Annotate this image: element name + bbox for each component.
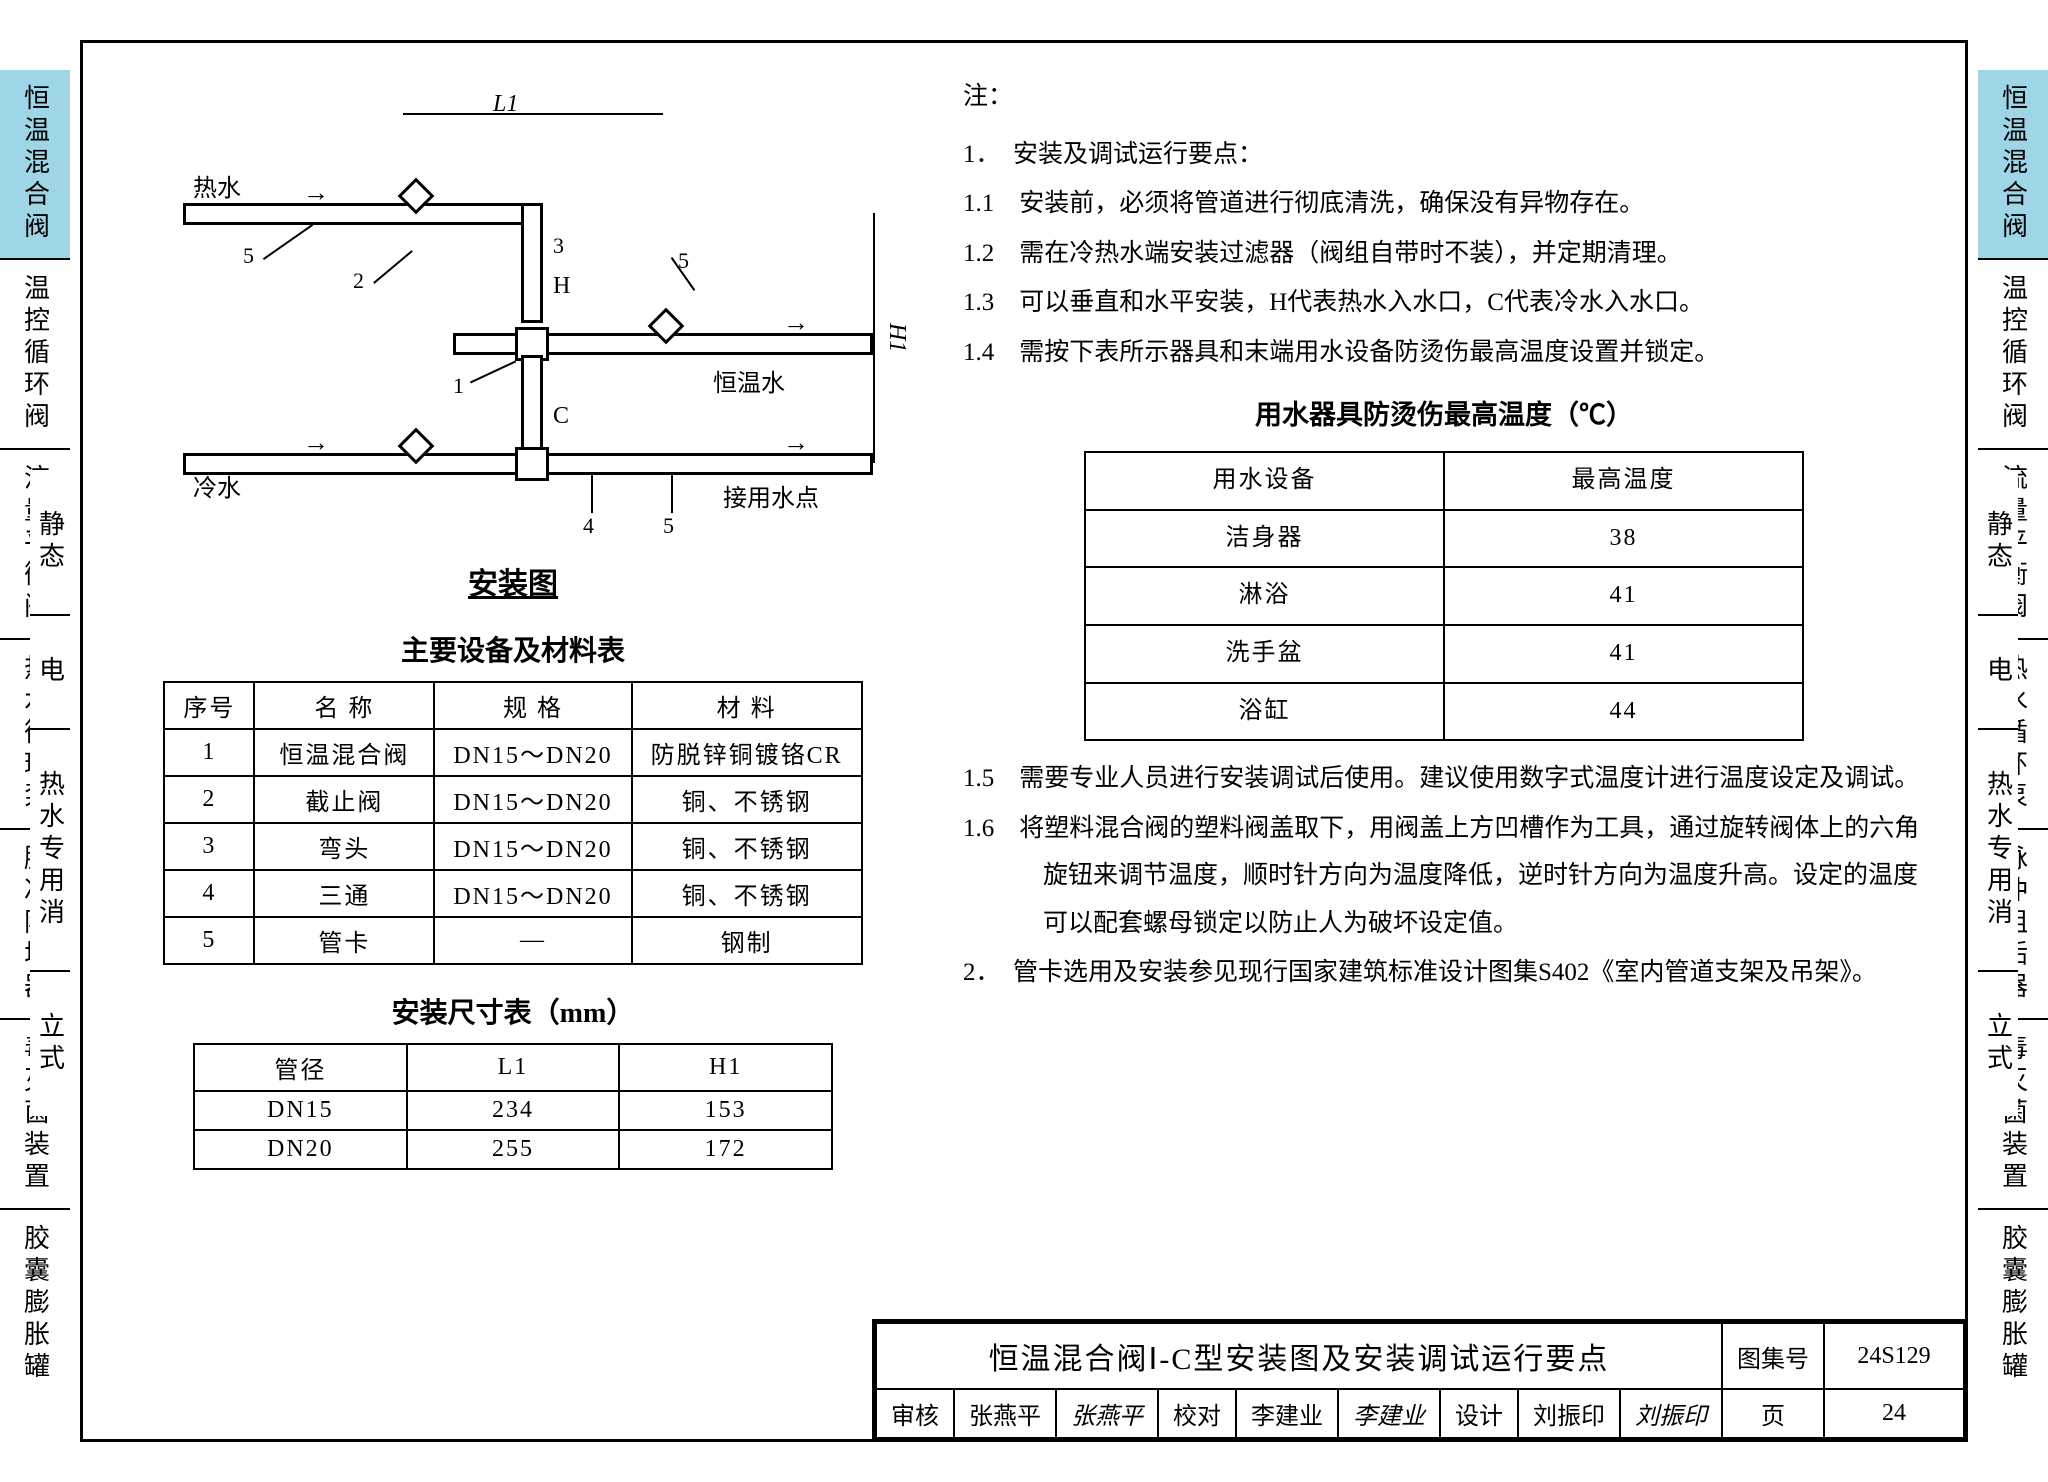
set-label: 图集号 xyxy=(1722,1323,1824,1389)
temp-table-title: 用水器具防烫伤最高温度（℃） xyxy=(963,390,1925,441)
table-row: 1恒温混合阀DN15～DN20防脱锌铜镀铬CR xyxy=(164,729,861,776)
side-tab[interactable]: 电 xyxy=(30,614,70,728)
table-header: 名 称 xyxy=(254,682,434,729)
table-header: H1 xyxy=(619,1044,832,1091)
label-hot: 热水 xyxy=(193,168,241,203)
title-block: 恒温混合阀Ⅰ-C型安装图及安装调试运行要点 图集号 24S129 审核 张燕平 … xyxy=(872,1319,1968,1442)
table-row: DN15234153 xyxy=(194,1091,832,1130)
side-tab[interactable]: 热水专用消 xyxy=(1978,728,2018,970)
table-row: 洗手盆41 xyxy=(1085,625,1803,683)
table-header: L1 xyxy=(407,1044,620,1091)
table-row: 淋浴41 xyxy=(1085,567,1803,625)
side-tab[interactable]: 温控循环阀 xyxy=(0,258,70,448)
note-item: 2． 管卡选用及安装参见现行国家建筑标准设计图集S402《室内管道支架及吊架》。 xyxy=(963,949,1925,997)
tabs-right-inner: 静态电热水专用消立式 xyxy=(1978,470,2018,1116)
dim-table-title: 安装尺寸表（mm） xyxy=(123,991,903,1031)
side-tab[interactable]: 胶囊膨胀罐 xyxy=(1978,1208,2048,1398)
note-item: 1.3 可以垂直和水平安装，H代表热水入水口，C代表冷水入水口。 xyxy=(963,279,1925,327)
table-row: 洁身器38 xyxy=(1085,510,1803,568)
table-row: 5管卡—钢制 xyxy=(164,917,861,964)
side-tab[interactable]: 静态 xyxy=(1978,470,2018,614)
label-outlet: 接用水点 xyxy=(723,478,819,513)
side-tab[interactable]: 立式 xyxy=(1978,970,2018,1116)
side-tab[interactable]: 静态 xyxy=(30,470,70,614)
note-item: 1.5 需要专业人员进行安装调试后使用。建议使用数字式温度计进行温度设定及调试。 xyxy=(963,755,1925,803)
tabs-left-inner: 静态电热水专用消立式 xyxy=(30,470,70,1116)
side-tab[interactable]: 立式 xyxy=(30,970,70,1116)
table-header: 用水设备 xyxy=(1085,452,1444,510)
side-tab[interactable]: 热水专用消 xyxy=(30,728,70,970)
label-mixed: 恒温水 xyxy=(713,363,785,398)
diagram-title: 安装图 xyxy=(123,559,903,603)
side-tab[interactable]: 温控循环阀 xyxy=(1978,258,2048,448)
installation-diagram: L1 热水 H 恒温水 C 冷水 xyxy=(123,73,903,553)
right-column: 注： 1． 安装及调试运行要点：1.1 安装前，必须将管道进行彻底清洗，确保没有… xyxy=(963,73,1925,1309)
side-tab[interactable]: 恒温混合阀 xyxy=(1978,70,2048,258)
note-item: 1.6 将塑料混合阀的塑料阀盖取下，用阀盖上方凹槽作为工具，通过旋转阀体上的六角… xyxy=(963,805,1925,948)
dimension-table: 管径L1H1DN15234153DN20255172 xyxy=(193,1043,833,1170)
side-tab[interactable]: 电 xyxy=(1978,614,2018,728)
table-header: 规 格 xyxy=(434,682,631,729)
notes-header: 注： xyxy=(963,73,1925,121)
table-header: 材 料 xyxy=(632,682,862,729)
note-item: 1.4 需按下表所示器具和末端用水设备防烫伤最高温度设置并锁定。 xyxy=(963,329,1925,377)
table-header: 管径 xyxy=(194,1044,407,1091)
label-h: H xyxy=(553,273,570,300)
dim-h1: H1 xyxy=(883,323,910,352)
set-number: 24S129 xyxy=(1824,1323,1964,1389)
table-row: 4三通DN15～DN20铜、不锈钢 xyxy=(164,870,861,917)
equip-table-title: 主要设备及材料表 xyxy=(123,629,903,669)
table-row: DN20255172 xyxy=(194,1130,832,1169)
left-column: L1 热水 H 恒温水 C 冷水 xyxy=(123,73,903,1309)
notes-block: 注： 1． 安装及调试运行要点：1.1 安装前，必须将管道进行彻底清洗，确保没有… xyxy=(963,73,1925,997)
table-row: 2截止阀DN15～DN20铜、不锈钢 xyxy=(164,776,861,823)
drawing-title: 恒温混合阀Ⅰ-C型安装图及安装调试运行要点 xyxy=(876,1323,1722,1389)
table-header: 序号 xyxy=(164,682,254,729)
table-row: 3弯头DN15～DN20铜、不锈钢 xyxy=(164,823,861,870)
note-item: 1.1 安装前，必须将管道进行彻底清洗，确保没有异物存在。 xyxy=(963,180,1925,228)
equipment-table: 序号名 称规 格材 料1恒温混合阀DN15～DN20防脱锌铜镀铬CR2截止阀DN… xyxy=(163,681,862,965)
table-row: 浴缸44 xyxy=(1085,683,1803,741)
note-item: 1． 安装及调试运行要点： xyxy=(963,131,1925,179)
side-tab[interactable]: 恒温混合阀 xyxy=(0,70,70,258)
side-tab[interactable]: 胶囊膨胀罐 xyxy=(0,1208,70,1398)
table-header: 最高温度 xyxy=(1444,452,1803,510)
drawing-frame: L1 热水 H 恒温水 C 冷水 xyxy=(80,40,1968,1442)
flow-arrow-icon: → xyxy=(303,178,329,208)
label-c: C xyxy=(553,403,569,430)
temperature-table: 用水设备最高温度洁身器38淋浴41洗手盆41浴缸44 xyxy=(1084,451,1804,741)
note-item: 1.2 需在冷热水端安装过滤器（阀组自带时不装），并定期清理。 xyxy=(963,230,1925,278)
